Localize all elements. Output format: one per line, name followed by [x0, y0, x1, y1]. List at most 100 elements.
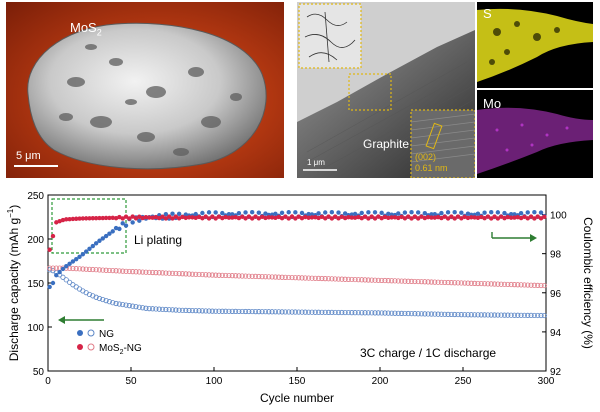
point-mos2-ng-capacity: [465, 280, 471, 286]
point-mos2-ng-coulombic-efficiency: [200, 216, 205, 221]
point-mos2-ng-capacity: [199, 271, 205, 278]
point-mos2-ng-capacity: [438, 279, 445, 285]
point-mos2-ng-capacity: [209, 272, 215, 278]
point-ng-coulombic-efficiency: [220, 210, 225, 216]
point-ng-capacity: [206, 308, 212, 314]
point-mos2-ng-coulombic-efficiency: [150, 215, 155, 220]
point-ng-coulombic-efficiency: [459, 210, 464, 215]
point-mos2-ng-coulombic-efficiency: [313, 215, 318, 220]
point-mos2-ng-coulombic-efficiency: [220, 215, 225, 221]
point-mos2-ng-coulombic-efficiency: [535, 214, 540, 219]
point-ng-coulombic-efficiency: [230, 212, 235, 217]
point-ng-capacity: [339, 309, 345, 316]
point-mos2-ng-capacity: [213, 272, 219, 278]
point-mos2-ng-capacity: [339, 276, 345, 282]
point-ng-coulombic-efficiency: [532, 210, 537, 215]
point-mos2-ng-capacity: [455, 280, 461, 286]
point-mos2-ng-capacity: [50, 265, 56, 271]
point-ng-capacity: [538, 312, 544, 319]
point-mos2-ng-coulombic-efficiency: [117, 214, 122, 220]
point-mos2-ng-coulombic-efficiency: [170, 216, 175, 221]
point-ng-coulombic-efficiency: [323, 210, 328, 215]
point-mos2-ng-capacity: [86, 266, 93, 272]
point-ng-capacity: [422, 311, 428, 317]
point-mos2-ng-capacity: [47, 265, 53, 271]
point-ng-capacity: [232, 308, 239, 314]
point-mos2-ng-capacity: [505, 281, 511, 288]
point-mos2-ng-coulombic-efficiency: [396, 215, 401, 221]
point-ng-capacity: [262, 309, 269, 315]
point-ng-capacity: [199, 308, 205, 314]
point-mos2-ng-capacity: [106, 267, 113, 274]
point-ng-capacity: [448, 311, 454, 318]
point-ng-capacity: [478, 312, 484, 318]
sulfur-map-illustration: [477, 8, 593, 82]
point-mos2-ng-capacity: [372, 277, 378, 283]
point-ng-capacity: [96, 295, 103, 302]
y-right-tick-label: 92: [550, 367, 562, 378]
point-mos2-ng-coulombic-efficiency: [166, 214, 172, 219]
point-ng-capacity: [412, 311, 418, 317]
point-mos2-ng-capacity: [458, 280, 464, 286]
x-tick-label: 250: [455, 376, 472, 387]
point-ng-capacity: [136, 304, 142, 310]
point-mos2-ng-capacity: [156, 270, 162, 276]
point-mos2-ng-capacity: [189, 271, 196, 277]
point-ng-coulombic-efficiency: [359, 210, 364, 216]
point-ng-capacity: [169, 307, 176, 313]
point-ng-coulombic-efficiency: [107, 231, 112, 236]
point-mos2-ng-capacity: [515, 282, 521, 288]
point-ng-coulombic-efficiency: [379, 210, 384, 216]
y-right-tick-label: 100: [550, 211, 567, 222]
point-ng-coulombic-efficiency: [113, 225, 119, 231]
point-ng-capacity: [183, 307, 189, 314]
point-ng-capacity: [432, 311, 438, 317]
point-mos2-ng-coulombic-efficiency: [249, 216, 255, 221]
point-mos2-ng-capacity: [398, 278, 405, 284]
point-mos2-ng-coulombic-efficiency: [253, 214, 258, 219]
point-ng-capacity: [428, 311, 435, 317]
point-mos2-ng-coulombic-efficiency: [492, 214, 497, 219]
point-ng-coulombic-efficiency: [273, 211, 278, 216]
point-mos2-ng-capacity: [418, 279, 425, 285]
li-plating-box: [51, 198, 127, 254]
eds-map-molybdenum: Mo: [477, 90, 593, 178]
point-mos2-ng-coulombic-efficiency: [522, 214, 527, 219]
point-mos2-ng-coulombic-efficiency: [60, 217, 66, 223]
point-ng-capacity: [312, 309, 318, 315]
point-mos2-ng-coulombic-efficiency: [203, 214, 208, 219]
point-ng-coulombic-efficiency: [286, 210, 291, 215]
point-mos2-ng-capacity: [501, 281, 508, 287]
point-mos2-ng-capacity: [110, 267, 116, 274]
point-ng-capacity: [133, 304, 139, 310]
point-mos2-ng-capacity: [73, 266, 79, 272]
point-ng-coulombic-efficiency: [74, 256, 79, 262]
point-ng-capacity: [402, 310, 408, 317]
point-mos2-ng-capacity: [462, 280, 468, 286]
point-mos2-ng-capacity: [335, 276, 342, 282]
point-ng-capacity: [528, 312, 534, 319]
point-mos2-ng-capacity: [379, 277, 385, 284]
point-ng-coulombic-efficiency: [226, 212, 232, 217]
point-mos2-ng-capacity: [203, 272, 209, 278]
point-mos2-ng-coulombic-efficiency: [283, 214, 288, 219]
point-mos2-ng-capacity: [408, 278, 415, 284]
point-mos2-ng-coulombic-efficiency: [462, 214, 467, 220]
point-mos2-ng-capacity: [126, 268, 132, 275]
point-mos2-ng-capacity: [448, 280, 454, 286]
point-mos2-ng-coulombic-efficiency: [83, 216, 89, 221]
point-mos2-ng-capacity: [70, 265, 76, 272]
point-mos2-ng-capacity: [276, 274, 282, 280]
point-mos2-ng-coulombic-efficiency: [502, 215, 507, 221]
point-ng-coulombic-efficiency: [402, 210, 408, 215]
legend: NG MoS2-NG: [77, 329, 142, 356]
point-mos2-ng-capacity: [229, 273, 235, 279]
point-ng-coulombic-efficiency: [163, 211, 169, 217]
point-ng-coulombic-efficiency: [432, 211, 437, 217]
point-mos2-ng-capacity: [488, 281, 494, 287]
point-ng-capacity: [531, 312, 537, 319]
point-mos2-ng-capacity: [541, 282, 547, 289]
point-mos2-ng-coulombic-efficiency: [475, 215, 481, 221]
point-mos2-ng-capacity: [80, 266, 86, 272]
point-ng-capacity: [266, 309, 272, 315]
